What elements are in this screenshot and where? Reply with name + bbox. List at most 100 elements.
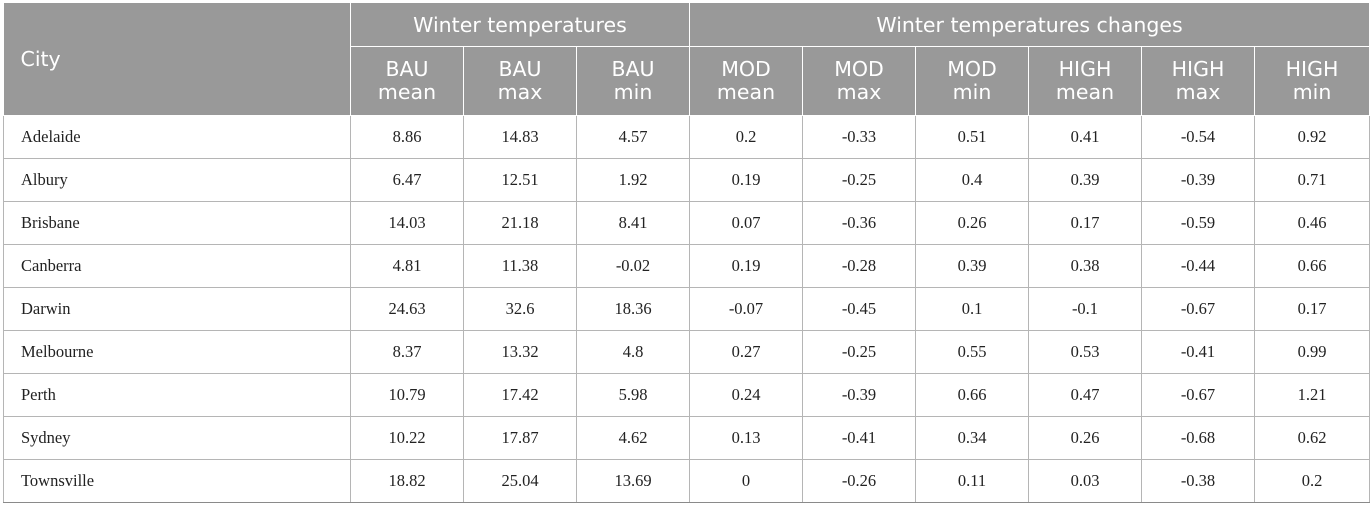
column-header-mod-max: MOD max <box>802 46 916 116</box>
value-cell: 24.63 <box>350 287 464 331</box>
value-cell: -0.36 <box>802 201 916 245</box>
value-cell: 0.19 <box>689 244 803 288</box>
column-header-high-mean: HIGH mean <box>1028 46 1142 116</box>
value-cell: 6.47 <box>350 158 464 202</box>
value-cell: 0.2 <box>689 115 803 159</box>
value-cell: 0.27 <box>689 330 803 374</box>
column-header-statistic: mean <box>716 80 776 104</box>
value-cell: 0.92 <box>1253 115 1371 159</box>
value-cell: -0.25 <box>802 158 916 202</box>
value-cell: 0.66 <box>1253 244 1371 288</box>
value-cell: 14.03 <box>350 201 464 245</box>
value-cell: 25.04 <box>463 459 577 503</box>
value-cell: 13.69 <box>576 459 690 503</box>
column-header-statistic: mean <box>377 80 437 104</box>
winter-temperature-table: City Winter temperatures Winter temperat… <box>3 3 1371 503</box>
value-cell: -0.26 <box>802 459 916 503</box>
value-cell: 0.55 <box>915 330 1029 374</box>
value-cell: -0.25 <box>802 330 916 374</box>
column-header-mod-mean: MOD mean <box>689 46 803 116</box>
value-cell: 4.81 <box>350 244 464 288</box>
value-cell: 0.24 <box>689 373 803 417</box>
value-cell: 0.51 <box>915 115 1029 159</box>
value-cell: 0 <box>689 459 803 503</box>
value-cell: 18.36 <box>576 287 690 331</box>
value-cell: 32.6 <box>463 287 577 331</box>
value-cell: 1.92 <box>576 158 690 202</box>
column-header-scenario: BAU <box>385 57 429 81</box>
table-row: Sydney 10.22 17.87 4.62 0.13 -0.41 0.34 0.26 -0.… <box>3 416 1371 460</box>
value-cell: 13.32 <box>463 330 577 374</box>
column-header-scenario: MOD <box>721 57 771 81</box>
value-cell: 0.11 <box>915 459 1029 503</box>
table-row: Melbourne 8.37 13.32 4.8 0.27 -0.25 0.55 0.53 -0… <box>3 330 1371 374</box>
value-cell: 21.18 <box>463 201 577 245</box>
value-cell: 0.66 <box>915 373 1029 417</box>
city-name-cell: Albury <box>3 158 351 202</box>
header-city: City <box>3 3 351 116</box>
city-name-cell: Brisbane <box>3 201 351 245</box>
value-cell: -0.45 <box>802 287 916 331</box>
value-cell: 4.57 <box>576 115 690 159</box>
value-cell: -0.33 <box>802 115 916 159</box>
value-cell: -0.41 <box>802 416 916 460</box>
column-header-scenario: HIGH <box>1285 57 1339 81</box>
value-cell: -0.28 <box>802 244 916 288</box>
value-cell: 4.8 <box>576 330 690 374</box>
column-header-statistic: max <box>497 80 543 104</box>
column-header-high-max: HIGH max <box>1141 46 1255 116</box>
value-cell: 17.87 <box>463 416 577 460</box>
value-cell: 0.39 <box>1028 158 1142 202</box>
column-header-bau-min: BAU min <box>576 46 690 116</box>
city-name-cell: Melbourne <box>3 330 351 374</box>
table-row: Perth 10.79 17.42 5.98 0.24 -0.39 0.66 0.47 -0.6… <box>3 373 1371 417</box>
column-header-mod-min: MOD min <box>915 46 1029 116</box>
value-cell: -0.39 <box>1141 158 1255 202</box>
value-cell: 0.03 <box>1028 459 1142 503</box>
value-cell: 12.51 <box>463 158 577 202</box>
column-header-scenario: MOD <box>834 57 884 81</box>
value-cell: -0.02 <box>576 244 690 288</box>
value-cell: 0.99 <box>1253 330 1371 374</box>
winter-temperature-table-container: City Winter temperatures Winter temperat… <box>3 3 1371 503</box>
table-row: Canberra 4.81 11.38 -0.02 0.19 -0.28 0.39 0.38-… <box>3 244 1371 288</box>
value-cell: 0.4 <box>915 158 1029 202</box>
city-name-cell: Canberra <box>3 244 351 288</box>
value-cell: -0.1 <box>1028 287 1142 331</box>
column-header-bau-mean: BAU mean <box>350 46 464 116</box>
city-name-cell: Perth <box>3 373 351 417</box>
column-header-statistic: max <box>836 80 882 104</box>
value-cell: -0.67 <box>1141 287 1255 331</box>
value-cell: -0.07 <box>689 287 803 331</box>
column-header-statistic: min <box>952 80 992 104</box>
value-cell: -0.68 <box>1141 416 1255 460</box>
column-header-scenario: HIGH <box>1171 57 1225 81</box>
value-cell: 0.62 <box>1253 416 1371 460</box>
value-cell: 5.98 <box>576 373 690 417</box>
value-cell: 0.1 <box>915 287 1029 331</box>
value-cell: 8.37 <box>350 330 464 374</box>
value-cell: 0.34 <box>915 416 1029 460</box>
value-cell: 1.21 <box>1253 373 1371 417</box>
value-cell: -0.44 <box>1141 244 1255 288</box>
value-cell: 0.39 <box>915 244 1029 288</box>
table-row: Townsville 18.82 25.04 13.69 0 -0.26 0.11 0.03-… <box>3 459 1371 503</box>
city-name-cell: Townsville <box>3 459 351 503</box>
value-cell: 11.38 <box>463 244 577 288</box>
value-cell: -0.38 <box>1141 459 1255 503</box>
header-group-winter-temperatures: Winter temperatures <box>350 3 690 47</box>
column-header-high-min: HIGH min <box>1253 46 1371 116</box>
value-cell: 0.41 <box>1028 115 1142 159</box>
value-cell: 0.46 <box>1253 201 1371 245</box>
header-group-row: City Winter temperatures Winter temperat… <box>3 3 1371 116</box>
value-cell: 18.82 <box>350 459 464 503</box>
value-cell: 0.47 <box>1028 373 1142 417</box>
value-cell: 4.62 <box>576 416 690 460</box>
column-header-bau-max: BAU max <box>463 46 577 116</box>
table-header: City Winter temperatures Winter temperat… <box>3 3 1371 116</box>
column-header-scenario: BAU <box>611 57 655 81</box>
city-name-cell: Darwin <box>3 287 351 331</box>
value-cell: 0.26 <box>1028 416 1142 460</box>
value-cell: -0.67 <box>1141 373 1255 417</box>
value-cell: 0.71 <box>1253 158 1371 202</box>
